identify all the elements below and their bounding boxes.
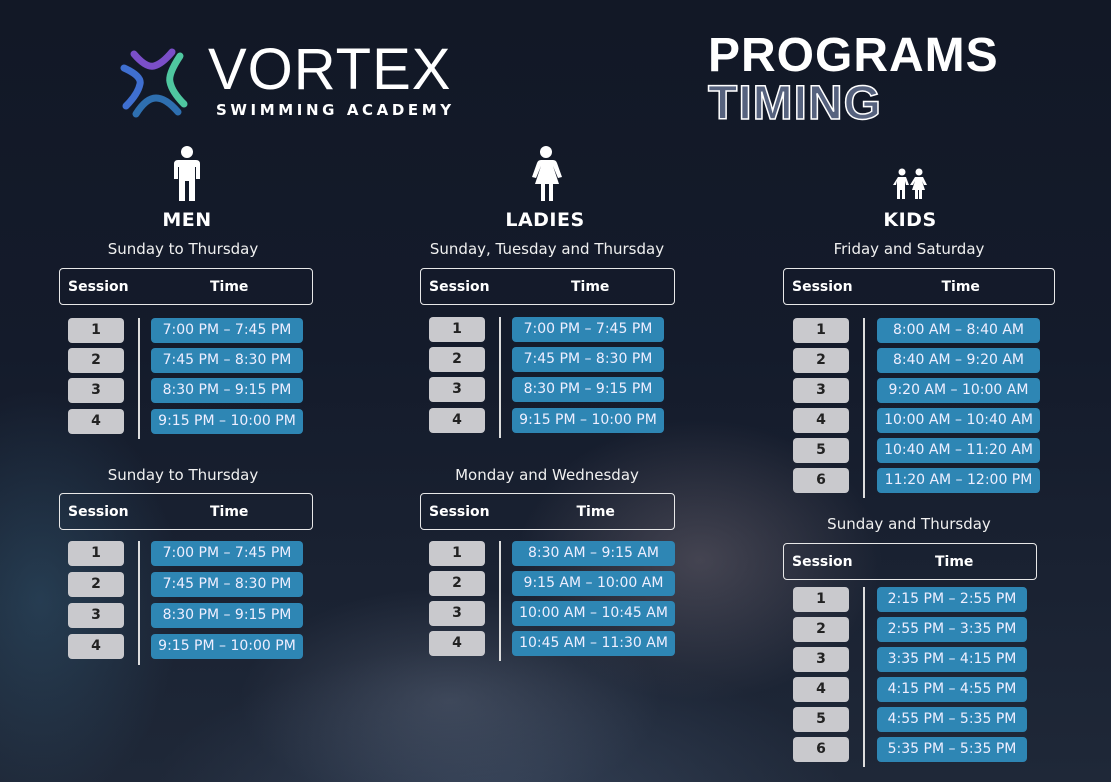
session-time: 9:15 PM – 10:00 PM — [151, 408, 303, 434]
session-time: 7:45 PM – 8:30 PM — [512, 347, 664, 373]
vortex-logo-icon — [116, 44, 192, 124]
session-time: 7:00 PM – 7:45 PM — [512, 317, 664, 342]
table-header: Session Time — [783, 543, 1037, 580]
page-subtitle: TIMING — [707, 77, 882, 130]
session-number: 2 — [68, 348, 124, 374]
table-divider — [499, 541, 501, 661]
session-time: 4:15 PM – 4:55 PM — [877, 677, 1027, 702]
time-column-header: Time — [935, 554, 974, 570]
session-number: 3 — [429, 601, 485, 626]
session-number: 6 — [793, 737, 849, 762]
table-header: Session Time — [59, 493, 313, 530]
time-column-header: Time — [941, 279, 980, 295]
session-time: 8:40 AM – 9:20 AM — [877, 348, 1040, 373]
session-number: 4 — [793, 408, 849, 433]
session-number: 4 — [793, 677, 849, 702]
time-column-header: Time — [210, 504, 249, 520]
table-divider — [138, 541, 140, 665]
session-time: 7:00 PM – 7:45 PM — [151, 318, 303, 343]
session-time: 11:20 AM – 12:00 PM — [877, 468, 1040, 493]
session-time: 9:15 AM – 10:00 AM — [512, 571, 675, 596]
session-time: 7:00 PM – 7:45 PM — [151, 541, 303, 566]
page-title: PROGRAMS — [708, 29, 999, 82]
session-time: 8:00 AM – 8:40 AM — [877, 318, 1040, 343]
session-time: 5:35 PM – 5:35 PM — [877, 737, 1027, 762]
session-number: 3 — [68, 378, 124, 404]
session-number: 1 — [793, 587, 849, 612]
session-time: 10:00 AM – 10:45 AM — [512, 601, 675, 626]
session-column-header: Session — [792, 279, 853, 295]
table-divider — [863, 587, 865, 767]
table-header: Session Time — [783, 268, 1055, 305]
session-column-header: Session — [68, 279, 129, 295]
session-time: 9:20 AM – 10:00 AM — [877, 378, 1040, 403]
session-column-header: Session — [429, 279, 490, 295]
session-column-header: Session — [429, 504, 490, 520]
session-time: 7:45 PM – 8:30 PM — [151, 348, 303, 374]
schedule-days: Friday and Saturday — [833, 240, 985, 258]
session-time: 2:55 PM – 3:35 PM — [877, 617, 1027, 642]
session-time: 9:15 PM – 10:00 PM — [512, 407, 664, 433]
session-number: 2 — [793, 617, 849, 642]
session-number: 1 — [68, 318, 124, 343]
brand-name: VORTEX — [208, 37, 452, 102]
session-number: 3 — [429, 377, 485, 403]
table-divider — [138, 318, 140, 439]
session-time: 9:15 PM – 10:00 PM — [151, 634, 303, 659]
session-time: 2:15 PM – 2:55 PM — [877, 587, 1027, 612]
session-number: 2 — [793, 348, 849, 373]
session-time: 8:30 PM – 9:15 PM — [151, 378, 303, 404]
schedule-days: Sunday, Tuesday and Thursday — [429, 240, 665, 258]
session-number: 4 — [68, 408, 124, 434]
session-number: 3 — [68, 603, 124, 628]
schedule-days: Sunday to Thursday — [107, 466, 259, 484]
session-number: 6 — [793, 468, 849, 493]
schedule-days: Sunday to Thursday — [107, 240, 259, 258]
session-time: 3:35 PM – 4:15 PM — [877, 647, 1027, 672]
session-number: 4 — [429, 631, 485, 656]
table-divider — [863, 318, 865, 498]
session-number: 1 — [793, 318, 849, 343]
session-number: 5 — [793, 438, 849, 463]
schedule-days: Monday and Wednesday — [455, 466, 639, 484]
table-header: Session Time — [59, 268, 313, 305]
time-column-header: Time — [210, 279, 249, 295]
session-number: 2 — [429, 571, 485, 596]
woman-icon — [528, 145, 564, 205]
session-number: 2 — [68, 572, 124, 597]
session-number: 1 — [429, 317, 485, 342]
session-number: 4 — [68, 634, 124, 659]
table-divider — [499, 317, 501, 438]
session-number: 1 — [429, 541, 485, 566]
session-number: 3 — [793, 647, 849, 672]
time-column-header: Time — [576, 504, 615, 520]
session-number: 3 — [793, 378, 849, 403]
session-time: 7:45 PM – 8:30 PM — [151, 572, 303, 597]
session-number: 2 — [429, 347, 485, 373]
table-header: Session Time — [420, 268, 675, 305]
brand-tagline: SWIMMING ACADEMY — [216, 101, 455, 119]
session-time: 4:55 PM – 5:35 PM — [877, 707, 1027, 732]
session-time: 8:30 AM – 9:15 AM — [512, 541, 675, 566]
schedule-days: Sunday and Thursday — [827, 515, 991, 533]
session-number: 5 — [793, 707, 849, 732]
session-number: 1 — [68, 541, 124, 566]
session-time: 8:30 PM – 9:15 PM — [151, 603, 303, 628]
time-column-header: Time — [571, 279, 610, 295]
category-men-title: MEN — [162, 209, 212, 231]
session-time: 8:30 PM – 9:15 PM — [512, 377, 664, 403]
children-icon — [893, 168, 929, 204]
table-header: Session Time — [420, 493, 675, 530]
category-kids-title: KIDS — [883, 209, 937, 231]
man-icon — [170, 145, 204, 205]
session-time: 10:40 AM – 11:20 AM — [877, 438, 1040, 463]
session-column-header: Session — [792, 554, 853, 570]
session-column-header: Session — [68, 504, 129, 520]
session-time: 10:45 AM – 11:30 AM — [512, 631, 675, 656]
category-ladies-title: LADIES — [505, 209, 585, 231]
session-time: 10:00 AM – 10:40 AM — [877, 408, 1040, 433]
session-number: 4 — [429, 407, 485, 433]
